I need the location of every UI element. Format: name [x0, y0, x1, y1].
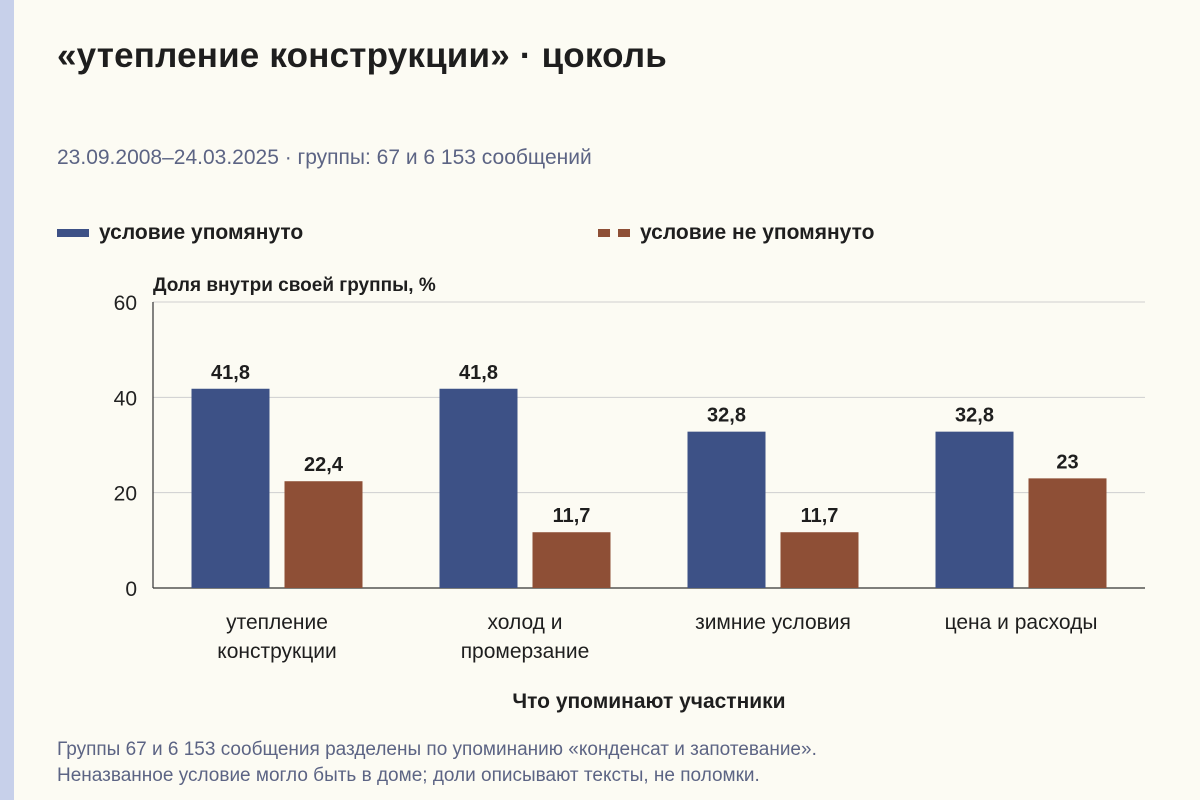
legend-swatch-not-mentioned — [598, 229, 630, 237]
y-tick-label: 40 — [114, 387, 137, 410]
bar — [780, 532, 859, 588]
bar — [532, 532, 611, 588]
bar — [687, 431, 766, 588]
data-label: 22,4 — [304, 454, 344, 476]
data-label: 32,8 — [955, 405, 994, 427]
subtitle: 23.09.2008–24.03.2025 · группы: 67 и 6 1… — [57, 146, 592, 169]
x-tick-label: зимние условия — [695, 611, 851, 634]
legend-label-mentioned: условие упомянуто — [99, 221, 304, 244]
y-tick-label: 0 — [125, 578, 137, 601]
bar — [284, 481, 363, 588]
x-tick-label: утепление — [226, 611, 328, 634]
x-tick-label: цена и расходы — [945, 611, 1098, 634]
bar — [439, 388, 518, 588]
data-label: 11,7 — [553, 505, 591, 527]
legend-label-not-mentioned: условие не упомянуто — [640, 221, 875, 244]
bar — [191, 388, 270, 588]
y-tick-label: 20 — [114, 483, 137, 506]
footnote: Группы 67 и 6 153 сообщения разделены по… — [57, 737, 817, 789]
legend-item-mentioned: условие упомянуто — [57, 219, 303, 247]
x-tick-label: холод и — [487, 611, 562, 634]
y-axis-label: Доля внутри своей группы, % — [153, 275, 436, 296]
page-title: «утепление конструкции» · цоколь — [57, 36, 667, 75]
data-label: 41,8 — [211, 362, 250, 384]
x-tick-label: конструкции — [217, 640, 336, 663]
x-tick-label: промерзание — [461, 640, 590, 663]
data-label: 11,7 — [801, 505, 839, 527]
footnote-line-2: Неназванное условие могло быть в доме; д… — [57, 765, 760, 786]
bar-chart: 0 20 40 60 Доля внутри своей группы, % 41,8 22… — [114, 275, 1145, 713]
data-label: 23 — [1056, 451, 1078, 473]
x-axis-label: Что упоминают участники — [512, 690, 785, 713]
bar — [935, 431, 1014, 588]
bar — [1028, 478, 1107, 588]
legend-item-not-mentioned: условие не упомянуто — [598, 219, 874, 247]
legend-swatch-mentioned — [57, 229, 89, 237]
left-accent-strip — [0, 0, 14, 800]
data-label: 32,8 — [707, 405, 746, 427]
footnote-line-1: Группы 67 и 6 153 сообщения разделены по… — [57, 739, 817, 760]
y-tick-label: 60 — [114, 292, 137, 315]
data-label: 41,8 — [459, 362, 498, 384]
